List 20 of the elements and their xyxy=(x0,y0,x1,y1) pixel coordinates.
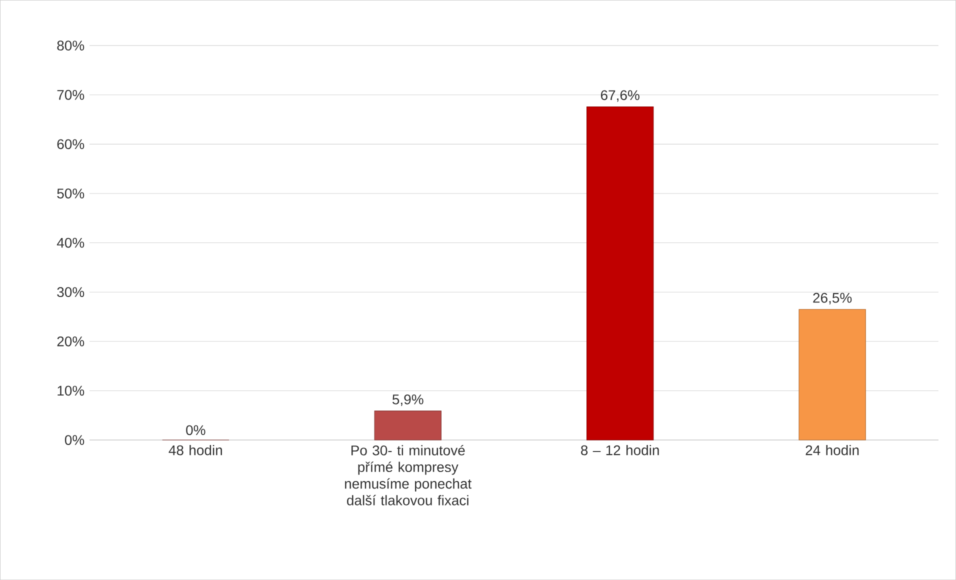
bar xyxy=(374,410,442,440)
y-tick-label: 30% xyxy=(57,287,84,297)
y-tick-label: 60% xyxy=(57,139,84,150)
x-tick-label: Po 30- ti minutové přímé kompresy nemusíme ponechat další tlakovou fixaci xyxy=(345,444,472,506)
y-tick-label: 50% xyxy=(57,188,84,198)
y-tick-label: 40% xyxy=(56,238,84,248)
x-tick-label: 24 hodin xyxy=(806,444,859,456)
bar xyxy=(586,106,654,440)
data-label: 67,6% xyxy=(600,90,640,102)
x-tick-label: 8 – 12 hodin xyxy=(581,444,659,456)
bar xyxy=(798,308,866,440)
data-label: 0% xyxy=(186,425,206,435)
x-tick-label: 48 hodin xyxy=(168,444,222,456)
data-label: 5,9% xyxy=(392,394,424,406)
y-tick-label: 70% xyxy=(57,90,84,100)
y-tick-label: 20% xyxy=(57,336,84,346)
data-label: 26,5% xyxy=(813,292,852,304)
y-tick-label: 10% xyxy=(58,386,84,396)
y-tick-label: 80% xyxy=(57,40,84,50)
y-tick-label: 0% xyxy=(64,434,84,445)
